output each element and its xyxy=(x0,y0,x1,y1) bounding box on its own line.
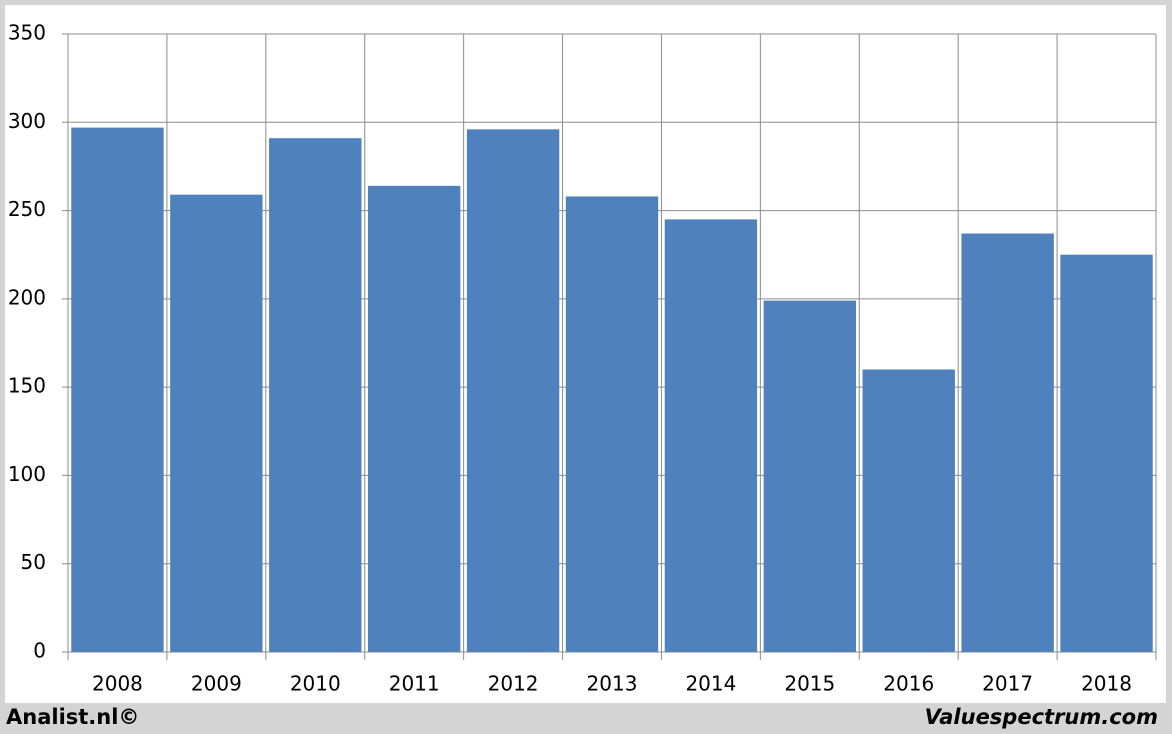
x-tick-label: 2011 xyxy=(389,672,440,696)
bar xyxy=(565,196,659,652)
x-tick-label: 2012 xyxy=(488,672,539,696)
x-tick-label: 2018 xyxy=(1081,672,1132,696)
bar xyxy=(763,300,857,652)
bar xyxy=(71,127,164,652)
y-tick-label: 350 xyxy=(8,21,46,45)
footer-left: Analist.nl© xyxy=(6,705,139,729)
x-tick-label: 2013 xyxy=(587,672,638,696)
bar xyxy=(862,369,955,652)
x-tick-label: 2017 xyxy=(982,672,1033,696)
y-tick-label: 50 xyxy=(21,550,46,574)
bar xyxy=(664,219,758,652)
x-tick-label: 2016 xyxy=(883,672,934,696)
y-tick-label: 200 xyxy=(8,285,46,309)
x-tick-label: 2009 xyxy=(191,672,242,696)
y-tick-label: 300 xyxy=(8,109,46,133)
y-tick-label: 0 xyxy=(33,639,46,663)
bar xyxy=(466,129,560,652)
bar xyxy=(269,138,362,653)
x-tick-label: 2010 xyxy=(290,672,341,696)
bar xyxy=(367,185,461,652)
x-tick-label: 2008 xyxy=(92,672,143,696)
y-tick-label: 100 xyxy=(8,462,46,486)
bar xyxy=(1060,254,1153,652)
bar xyxy=(961,233,1054,653)
footer-right: Valuespectrum.com xyxy=(925,705,1158,729)
x-tick-label: 2015 xyxy=(784,672,835,696)
bar xyxy=(170,194,263,652)
x-tick-label: 2014 xyxy=(685,672,736,696)
y-tick-label: 250 xyxy=(8,197,46,221)
y-tick-label: 150 xyxy=(8,374,46,398)
